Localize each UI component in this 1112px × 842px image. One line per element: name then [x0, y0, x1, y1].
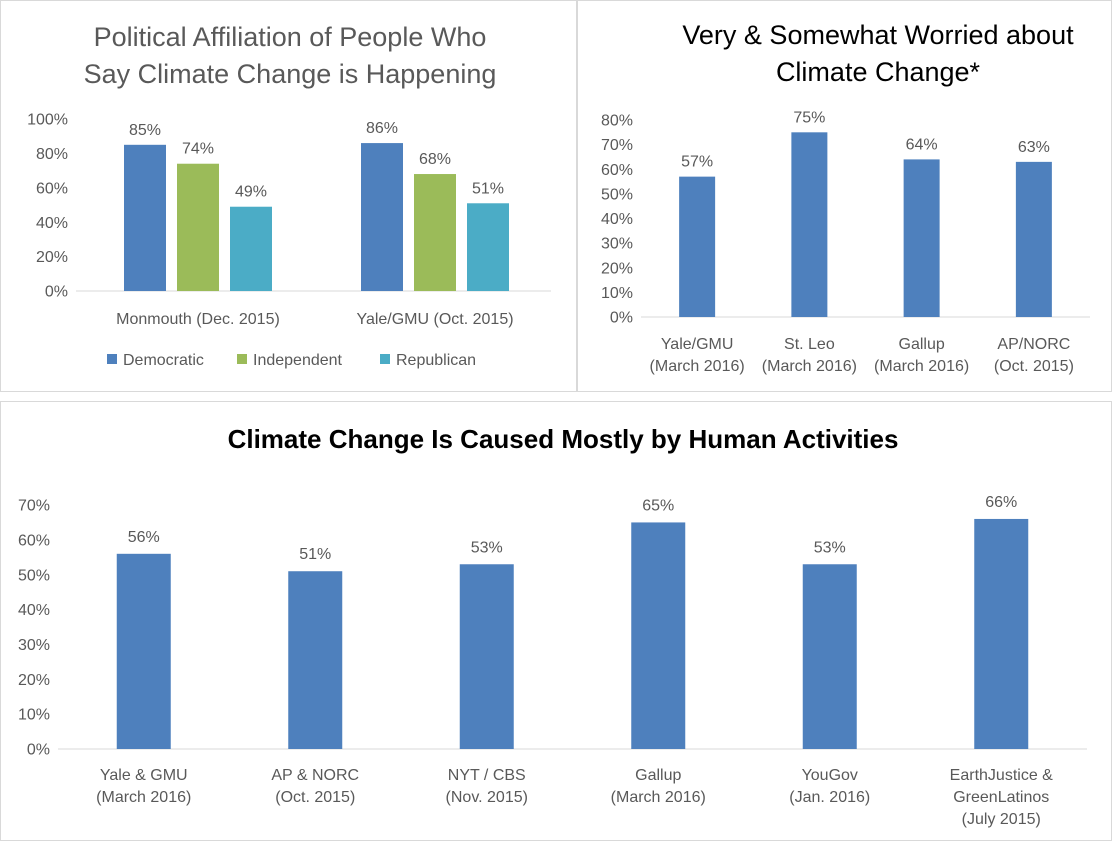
- x-tick-label: (March 2016): [874, 358, 969, 375]
- y-tick-label: 70%: [601, 137, 633, 154]
- bar: [802, 564, 857, 749]
- x-tick-label: GreenLatinos: [953, 789, 1049, 806]
- data-label: 75%: [793, 109, 825, 126]
- bar: [467, 203, 509, 291]
- chart-caused-by-humans: Climate Change Is Caused Mostly by Human…: [0, 401, 1112, 841]
- x-tick-label: Gallup: [635, 767, 681, 784]
- bar: [791, 132, 828, 317]
- data-label: 51%: [472, 180, 504, 197]
- y-tick-label: 40%: [36, 215, 68, 232]
- data-label: 57%: [681, 154, 713, 171]
- chart-title: Climate Change Is Caused Mostly by Human…: [228, 424, 899, 454]
- y-tick-label: 60%: [36, 180, 68, 197]
- y-tick-label: 40%: [601, 211, 633, 228]
- legend-label: Democratic: [123, 352, 204, 369]
- x-tick-label: (March 2016): [650, 358, 745, 375]
- bar: [1015, 161, 1052, 317]
- data-label: 53%: [814, 539, 846, 556]
- chart-title: Climate Change*: [776, 57, 981, 87]
- y-tick-label: 60%: [18, 532, 50, 549]
- legend-label: Independent: [253, 352, 343, 369]
- data-label: 85%: [129, 122, 161, 139]
- chart-title: Say Climate Change is Happening: [84, 59, 497, 89]
- data-label: 66%: [985, 494, 1017, 511]
- y-tick-label: 20%: [18, 672, 50, 689]
- y-tick-label: 80%: [36, 146, 68, 163]
- chart-political-affiliation-svg: Political Affiliation of People Who Say C…: [27, 22, 551, 369]
- data-label: 51%: [299, 546, 331, 563]
- x-tick-label: (Nov. 2015): [446, 789, 528, 806]
- data-label: 49%: [235, 184, 267, 201]
- y-tick-label: 50%: [601, 186, 633, 203]
- bar: [974, 518, 1029, 749]
- data-label: 68%: [419, 151, 451, 168]
- chart-title: Political Affiliation of People Who: [94, 22, 487, 52]
- bar: [631, 522, 686, 749]
- x-tick-label: (March 2016): [96, 789, 191, 806]
- data-label: 86%: [366, 120, 398, 137]
- x-tick-label: (Jan. 2016): [789, 789, 870, 806]
- bar: [230, 206, 272, 291]
- x-tick-label: NYT / CBS: [448, 767, 526, 784]
- x-tick-label: (Oct. 2015): [275, 789, 355, 806]
- legend-swatch: [380, 354, 390, 364]
- y-tick-label: 50%: [18, 567, 50, 584]
- y-tick-label: 20%: [36, 249, 68, 266]
- bar: [288, 571, 343, 749]
- x-tick-label: Yale/GMU: [661, 336, 734, 353]
- data-label: 56%: [128, 529, 160, 546]
- y-tick-label: 80%: [601, 113, 633, 130]
- y-tick-label: 30%: [18, 637, 50, 654]
- x-tick-label: EarthJustice &: [950, 767, 1053, 784]
- chart-worried-about-climate: Very & Somewhat Worried about Climate Cha…: [577, 0, 1112, 392]
- y-tick-label: 20%: [601, 260, 633, 277]
- x-tick-label: AP & NORC: [271, 767, 359, 784]
- y-tick-label: 70%: [18, 498, 50, 515]
- chart-title: Very & Somewhat Worried about: [682, 20, 1074, 50]
- bar: [414, 174, 456, 291]
- bar: [679, 176, 716, 317]
- bar: [459, 564, 514, 749]
- bar: [361, 143, 403, 291]
- y-tick-label: 10%: [601, 285, 633, 302]
- legend-label: Republican: [396, 352, 476, 369]
- chart-political-affiliation: Political Affiliation of People Who Say C…: [0, 0, 577, 392]
- chart-caused-by-humans-svg: Climate Change Is Caused Mostly by Human…: [18, 424, 1087, 828]
- x-tick-label: Gallup: [899, 336, 945, 353]
- x-tick-label: (March 2016): [762, 358, 857, 375]
- x-tick-label: (March 2016): [611, 789, 706, 806]
- legend-swatch: [237, 354, 247, 364]
- y-tick-label: 60%: [601, 162, 633, 179]
- data-label: 63%: [1018, 139, 1050, 156]
- y-tick-label: 0%: [610, 310, 633, 327]
- y-tick-label: 40%: [18, 602, 50, 619]
- y-tick-label: 100%: [27, 112, 68, 129]
- bar: [124, 144, 166, 291]
- y-tick-label: 0%: [27, 742, 50, 759]
- x-tick-label: (July 2015): [962, 811, 1041, 828]
- x-tick-label: Yale/GMU (Oct. 2015): [356, 311, 513, 328]
- y-tick-label: 10%: [18, 707, 50, 724]
- y-tick-label: 0%: [45, 284, 68, 301]
- x-tick-label: (Oct. 2015): [994, 358, 1074, 375]
- y-tick-label: 30%: [601, 236, 633, 253]
- data-label: 64%: [906, 136, 938, 153]
- bar: [116, 553, 171, 749]
- data-label: 74%: [182, 141, 214, 158]
- x-tick-label: Monmouth (Dec. 2015): [116, 311, 280, 328]
- bar: [903, 159, 940, 317]
- chart-worried-about-climate-svg: Very & Somewhat Worried about Climate Cha…: [601, 20, 1090, 375]
- x-tick-label: AP/NORC: [997, 336, 1070, 353]
- bar: [177, 163, 219, 291]
- legend-swatch: [107, 354, 117, 364]
- x-tick-label: St. Leo: [784, 336, 835, 353]
- x-tick-label: YouGov: [802, 767, 858, 784]
- data-label: 53%: [471, 539, 503, 556]
- data-label: 65%: [642, 497, 674, 514]
- x-tick-label: Yale & GMU: [100, 767, 188, 784]
